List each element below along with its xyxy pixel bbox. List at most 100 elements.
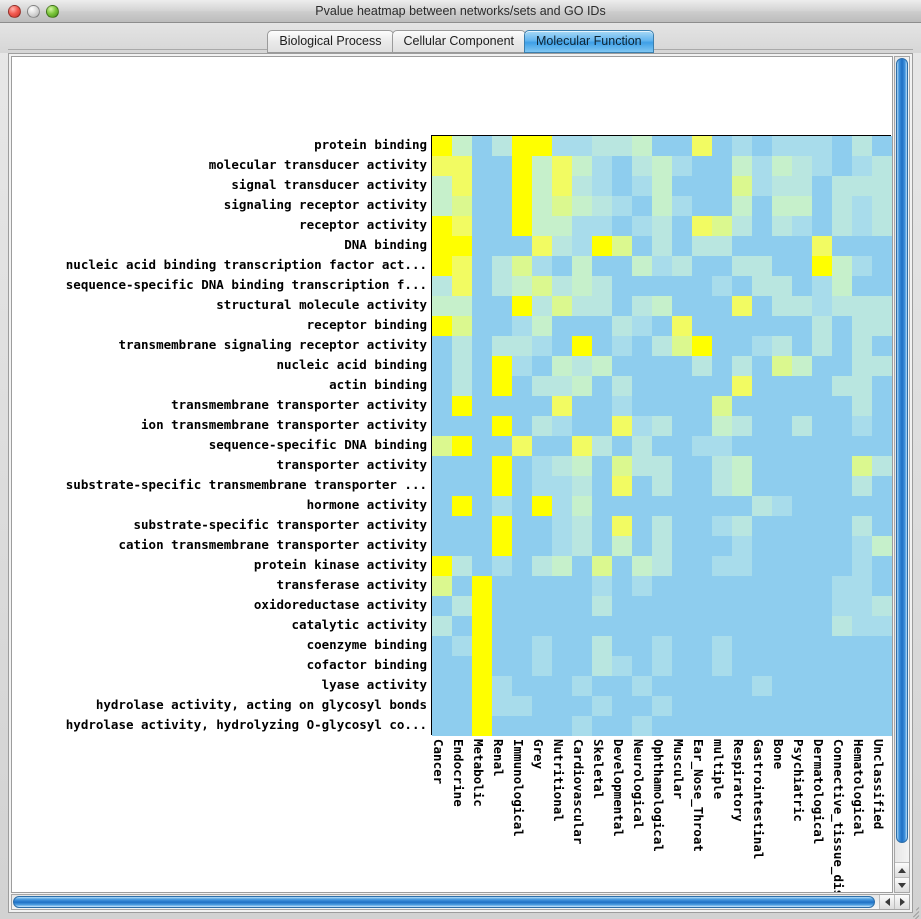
heatmap-cell[interactable]	[432, 696, 452, 716]
heatmap-cell[interactable]	[612, 656, 632, 676]
heatmap-cell[interactable]	[672, 396, 692, 416]
heatmap-cell[interactable]	[852, 696, 872, 716]
heatmap-cell[interactable]	[472, 556, 492, 576]
heatmap-cell[interactable]	[572, 356, 592, 376]
heatmap-cell[interactable]	[572, 256, 592, 276]
heatmap-cell[interactable]	[752, 596, 772, 616]
heatmap-cell[interactable]	[692, 196, 712, 216]
heatmap-cell[interactable]	[612, 516, 632, 536]
heatmap-cell[interactable]	[832, 676, 852, 696]
heatmap-cell[interactable]	[832, 136, 852, 156]
heatmap-cell[interactable]	[672, 696, 692, 716]
heatmap-cell[interactable]	[652, 456, 672, 476]
heatmap-cell[interactable]	[832, 376, 852, 396]
heatmap-cell[interactable]	[652, 436, 672, 456]
heatmap-cell[interactable]	[792, 616, 812, 636]
heatmap-cell[interactable]	[792, 496, 812, 516]
heatmap-cell[interactable]	[852, 716, 872, 736]
heatmap-cell[interactable]	[652, 396, 672, 416]
heatmap-cell[interactable]	[872, 616, 892, 636]
heatmap-cell[interactable]	[512, 596, 532, 616]
heatmap-cell[interactable]	[692, 316, 712, 336]
heatmap-cell[interactable]	[832, 596, 852, 616]
heatmap-cell[interactable]	[712, 376, 732, 396]
heatmap-cell[interactable]	[752, 476, 772, 496]
heatmap-cell[interactable]	[772, 396, 792, 416]
heatmap-cell[interactable]	[712, 356, 732, 376]
heatmap-cell[interactable]	[812, 376, 832, 396]
heatmap-cell[interactable]	[812, 236, 832, 256]
heatmap-cell[interactable]	[652, 136, 672, 156]
heatmap-cell[interactable]	[592, 456, 612, 476]
heatmap-cell[interactable]	[752, 196, 772, 216]
heatmap-cell[interactable]	[852, 536, 872, 556]
heatmap-cell[interactable]	[532, 216, 552, 236]
heatmap-cell[interactable]	[872, 136, 892, 156]
heatmap-cell[interactable]	[852, 416, 872, 436]
heatmap-cell[interactable]	[432, 356, 452, 376]
heatmap-cell[interactable]	[872, 196, 892, 216]
heatmap-cell[interactable]	[512, 296, 532, 316]
heatmap-cell[interactable]	[692, 596, 712, 616]
heatmap-cell[interactable]	[732, 136, 752, 156]
heatmap-cell[interactable]	[592, 696, 612, 716]
heatmap-cell[interactable]	[792, 456, 812, 476]
heatmap-cell[interactable]	[492, 296, 512, 316]
heatmap-cell[interactable]	[632, 516, 652, 536]
horizontal-scrollbar[interactable]	[11, 894, 910, 910]
heatmap-cell[interactable]	[832, 156, 852, 176]
heatmap-cell[interactable]	[732, 196, 752, 216]
heatmap-cell[interactable]	[632, 136, 652, 156]
heatmap-cell[interactable]	[632, 656, 652, 676]
heatmap-cell[interactable]	[692, 536, 712, 556]
heatmap-cell[interactable]	[812, 636, 832, 656]
heatmap-cell[interactable]	[632, 296, 652, 316]
heatmap-cell[interactable]	[732, 716, 752, 736]
heatmap-cell[interactable]	[832, 516, 852, 536]
heatmap-cell[interactable]	[572, 376, 592, 396]
heatmap-cell[interactable]	[672, 316, 692, 336]
heatmap-cell[interactable]	[712, 616, 732, 636]
tab-cellular-component[interactable]: Cellular Component	[391, 30, 526, 53]
heatmap-cell[interactable]	[852, 396, 872, 416]
heatmap-cell[interactable]	[712, 236, 732, 256]
horizontal-scrollbar-thumb[interactable]	[13, 896, 875, 908]
heatmap-cell[interactable]	[772, 436, 792, 456]
heatmap-cell[interactable]	[532, 456, 552, 476]
heatmap-cell[interactable]	[772, 376, 792, 396]
heatmap-cell[interactable]	[612, 176, 632, 196]
heatmap-cell[interactable]	[632, 236, 652, 256]
heatmap-cell[interactable]	[612, 196, 632, 216]
heatmap-cell[interactable]	[652, 156, 672, 176]
heatmap-cell[interactable]	[652, 636, 672, 656]
heatmap-cell[interactable]	[492, 696, 512, 716]
heatmap-cell[interactable]	[812, 256, 832, 276]
heatmap-cell[interactable]	[712, 696, 732, 716]
heatmap-cell[interactable]	[592, 656, 612, 676]
heatmap-cell[interactable]	[732, 356, 752, 376]
heatmap-cell[interactable]	[652, 356, 672, 376]
heatmap-cell[interactable]	[832, 636, 852, 656]
heatmap-cell[interactable]	[792, 396, 812, 416]
heatmap-cell[interactable]	[692, 476, 712, 496]
heatmap-cell[interactable]	[792, 596, 812, 616]
heatmap-cell[interactable]	[572, 596, 592, 616]
heatmap-cell[interactable]	[492, 176, 512, 196]
heatmap-cell[interactable]	[512, 376, 532, 396]
heatmap-cell[interactable]	[572, 616, 592, 636]
heatmap-cell[interactable]	[732, 576, 752, 596]
heatmap-cell[interactable]	[612, 536, 632, 556]
heatmap-cell[interactable]	[732, 376, 752, 396]
heatmap-cell[interactable]	[472, 456, 492, 476]
heatmap-cell[interactable]	[432, 376, 452, 396]
heatmap-cell[interactable]	[732, 496, 752, 516]
heatmap-cell[interactable]	[572, 636, 592, 656]
heatmap-cell[interactable]	[772, 536, 792, 556]
heatmap-cell[interactable]	[832, 396, 852, 416]
heatmap-cell[interactable]	[432, 416, 452, 436]
heatmap-cell[interactable]	[432, 276, 452, 296]
heatmap-cell[interactable]	[472, 476, 492, 496]
heatmap-cell[interactable]	[812, 656, 832, 676]
heatmap-cell[interactable]	[772, 336, 792, 356]
vertical-scrollbar[interactable]	[894, 56, 910, 893]
